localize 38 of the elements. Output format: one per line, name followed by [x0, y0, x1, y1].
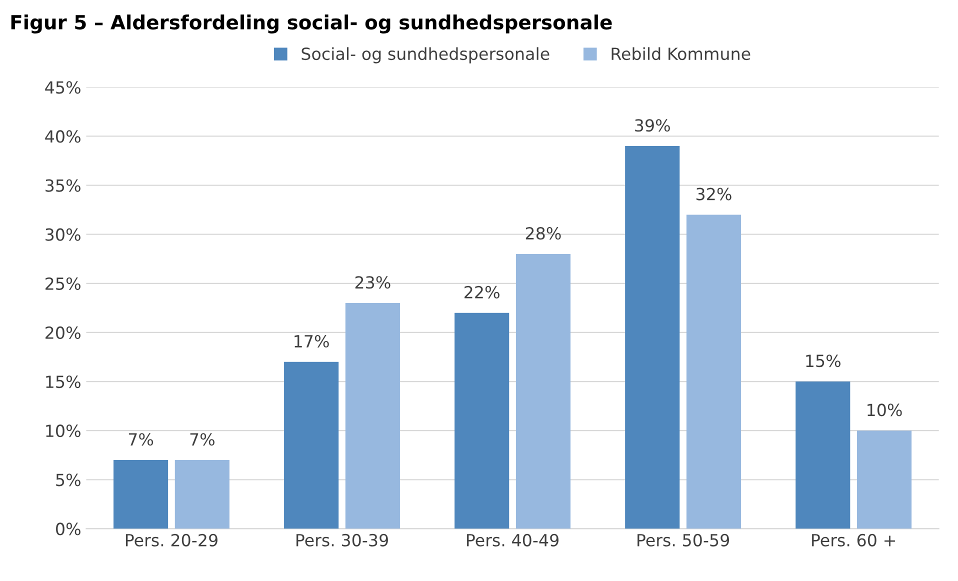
bar — [174, 460, 230, 529]
y-tick-label: 10% — [46, 424, 80, 438]
chart-title: Figur 5 – Aldersfordeling social- og sundhedspersonale — [11, 14, 612, 34]
y-tick-label: 25% — [46, 277, 80, 290]
text: 32% — [696, 188, 732, 200]
bar — [516, 254, 571, 529]
x-tick-label: Pers. 40-49 — [467, 534, 558, 546]
y-tick-label: 5% — [56, 474, 80, 486]
text: 10% — [868, 404, 902, 416]
y-tick-label: 45% — [45, 81, 80, 94]
y-tick-label: 40% — [45, 130, 80, 143]
bar — [114, 460, 168, 529]
bar — [454, 312, 510, 529]
text: 22% — [464, 286, 500, 298]
legend-label: Social- og sundhedspersonale — [302, 47, 550, 64]
y-tick-label: 20% — [46, 326, 80, 340]
legend-label: Rebild Kommune — [612, 47, 750, 60]
y-tick-label: 30% — [46, 228, 80, 241]
x-tick-label: Pers. 60 + — [812, 534, 895, 546]
text: 39% — [635, 119, 670, 132]
bar — [856, 430, 912, 529]
y-tick-label: 35% — [46, 179, 80, 192]
bar — [625, 146, 680, 529]
text: 7% — [128, 433, 154, 446]
text: 7% — [190, 433, 214, 446]
x-tick-label: Pers. 30-39 — [296, 534, 388, 546]
bar — [284, 362, 339, 529]
text: 23% — [355, 276, 390, 289]
bar — [686, 214, 742, 529]
bar — [345, 303, 400, 529]
text: 17% — [294, 334, 329, 348]
y-tick-label: 0% — [56, 522, 80, 536]
y-tick-label: 15% — [46, 375, 80, 388]
text: 15% — [806, 354, 840, 368]
text: 28% — [526, 227, 561, 240]
x-tick-label: Pers. 50-59 — [638, 534, 730, 546]
x-tick-label: Pers. 20-29 — [126, 534, 218, 546]
bar — [796, 382, 850, 529]
